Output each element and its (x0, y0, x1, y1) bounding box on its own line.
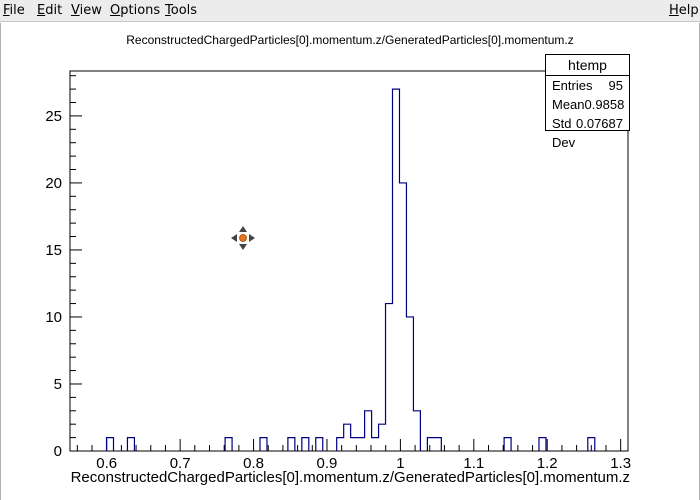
y-tick-label: 25 (45, 108, 62, 125)
y-tick-label: 10 (45, 309, 62, 326)
x-tick-label: 1.1 (463, 455, 484, 472)
y-tick-label: 0 (54, 443, 62, 460)
stats-mean-label: Mean (552, 97, 585, 112)
menu-file-key: F (3, 3, 10, 18)
plot-frame (69, 70, 629, 452)
menu-help-label: elp (678, 3, 699, 18)
stats-box[interactable]: htemp Entries 95 Mean 0.9858 Std Dev 0.0768… (545, 54, 630, 150)
menu-edit[interactable]: Edit (37, 3, 62, 18)
menu-edit-label: dit (45, 3, 63, 18)
stats-std-value: 0.07687 (576, 116, 623, 131)
stats-entries-label: Entries (552, 78, 593, 93)
menu-file-label: ile (9, 3, 25, 18)
y-tick-label: 5 (54, 376, 62, 393)
menu-view-label: iew (79, 3, 102, 18)
menu-tools-key: T (165, 3, 171, 18)
move-cursor-icon (230, 225, 256, 251)
menu-options-label: ptions (120, 3, 161, 18)
x-tick-label: 1 (396, 455, 404, 472)
histogram-title: ReconstructedChargedParticles[0].momentu… (126, 33, 574, 47)
menu-bar: File Edit View Options Tools Help (0, 0, 700, 22)
menu-options[interactable]: Options (110, 3, 160, 18)
x-tick-label: 0.7 (170, 455, 191, 472)
stats-entries-value: 95 (608, 78, 623, 93)
menu-help-key: H (669, 3, 679, 18)
histogram-line (105, 88, 596, 451)
y-tick-label: 15 (45, 242, 62, 259)
menu-options-key: O (110, 3, 121, 18)
stats-std-row: Std Dev 0.07687 (546, 114, 629, 150)
x-tick-label: 1.3 (610, 455, 631, 472)
stats-mean-row: Mean 0.9858 (546, 95, 629, 114)
y-tick-label: 20 (45, 175, 62, 192)
x-tick-label: 0.6 (96, 455, 117, 472)
menu-help[interactable]: Help (669, 3, 699, 18)
stats-std-label: Std Dev (552, 116, 576, 150)
x-tick-label: 0.8 (243, 455, 264, 472)
menu-view[interactable]: View (71, 3, 102, 18)
stats-title: htemp (546, 55, 629, 76)
menu-file[interactable]: File (3, 3, 25, 18)
menu-edit-key: E (37, 3, 46, 18)
stats-mean-value: 0.9858 (584, 97, 625, 112)
menu-view-key: V (71, 3, 80, 18)
x-tick-label: 0.9 (317, 455, 338, 472)
menu-tools[interactable]: Tools (165, 3, 197, 18)
menu-tools-label: ools (170, 3, 198, 18)
x-axis-label: ReconstructedChargedParticles[0].momentu… (70, 469, 630, 486)
stats-entries-row: Entries 95 (546, 76, 629, 95)
x-tick-label: 1.2 (537, 455, 558, 472)
